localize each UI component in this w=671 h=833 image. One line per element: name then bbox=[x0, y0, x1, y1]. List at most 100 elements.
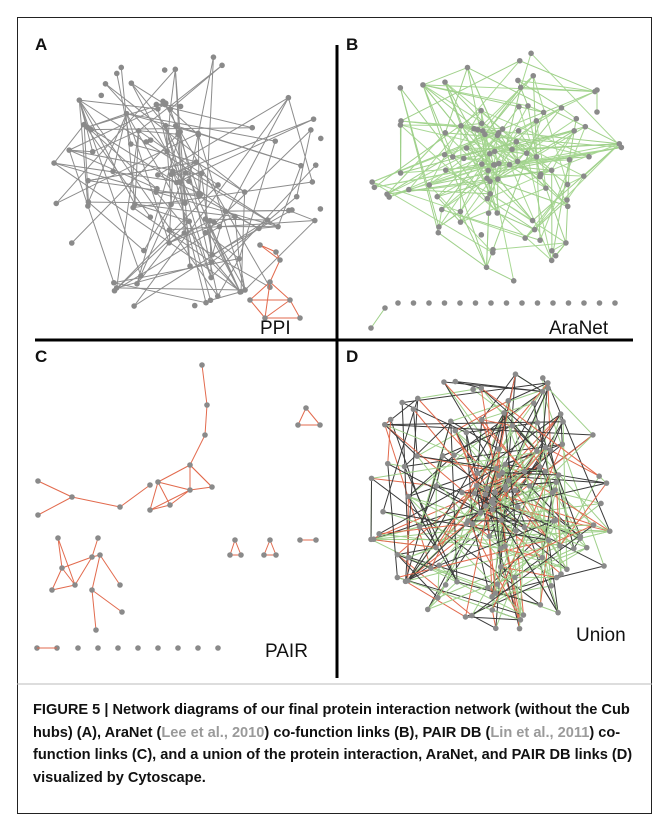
edge bbox=[149, 489, 191, 511]
edge bbox=[387, 463, 481, 514]
edge bbox=[489, 153, 547, 189]
node bbox=[470, 386, 476, 393]
edge bbox=[189, 464, 213, 488]
node bbox=[505, 397, 512, 404]
edge bbox=[174, 69, 185, 234]
edge bbox=[374, 110, 482, 188]
edge bbox=[502, 106, 520, 130]
node bbox=[202, 432, 208, 438]
edge bbox=[179, 181, 191, 267]
node bbox=[117, 504, 123, 510]
panel-name: Union bbox=[576, 625, 626, 646]
node bbox=[473, 482, 480, 489]
edge bbox=[561, 107, 577, 120]
node bbox=[491, 148, 498, 155]
node bbox=[382, 305, 388, 311]
edge bbox=[502, 472, 549, 541]
citation[interactable]: Lee et al., 2010 bbox=[161, 724, 265, 741]
node bbox=[483, 264, 490, 271]
node bbox=[154, 185, 160, 192]
edge bbox=[130, 82, 166, 126]
edge bbox=[91, 589, 97, 631]
node bbox=[522, 235, 528, 241]
node bbox=[75, 645, 81, 651]
edge bbox=[157, 481, 171, 506]
node bbox=[548, 583, 555, 589]
node bbox=[111, 279, 117, 286]
edge bbox=[542, 391, 605, 567]
edge bbox=[549, 413, 562, 451]
edge bbox=[444, 67, 468, 134]
node bbox=[564, 197, 570, 203]
edge bbox=[404, 420, 452, 467]
edge bbox=[407, 412, 505, 581]
edge bbox=[134, 203, 190, 222]
node bbox=[590, 432, 596, 438]
node bbox=[484, 175, 490, 182]
edge bbox=[157, 464, 191, 483]
node bbox=[442, 130, 449, 136]
node bbox=[487, 191, 493, 197]
edge bbox=[51, 584, 76, 591]
node bbox=[286, 207, 292, 214]
node bbox=[72, 582, 78, 588]
node bbox=[186, 178, 192, 185]
edge bbox=[520, 53, 532, 88]
node bbox=[521, 524, 528, 531]
node bbox=[603, 480, 610, 486]
node bbox=[590, 522, 597, 528]
node bbox=[581, 300, 587, 306]
node bbox=[516, 103, 522, 110]
panel-letter: C bbox=[35, 347, 47, 366]
node bbox=[485, 584, 491, 591]
citation[interactable]: Lin et al., 2011 bbox=[490, 724, 590, 741]
node bbox=[84, 124, 91, 131]
caption-text: ) co-function links (B), PAIR DB ( bbox=[264, 724, 491, 741]
node bbox=[198, 170, 205, 177]
panel-name: AraNet bbox=[549, 318, 609, 339]
node bbox=[76, 97, 83, 103]
node bbox=[203, 299, 209, 306]
edge bbox=[269, 259, 281, 283]
edge bbox=[438, 211, 461, 228]
edge bbox=[472, 523, 490, 537]
node bbox=[147, 507, 153, 513]
edge bbox=[370, 538, 524, 616]
node bbox=[277, 257, 283, 263]
edge bbox=[68, 104, 166, 151]
node bbox=[404, 577, 411, 584]
edge bbox=[259, 244, 281, 261]
node bbox=[462, 614, 469, 620]
edge bbox=[438, 232, 487, 268]
node bbox=[168, 201, 174, 208]
node bbox=[472, 300, 479, 306]
node bbox=[95, 645, 101, 651]
edge bbox=[71, 496, 121, 508]
node bbox=[130, 204, 136, 211]
panel-name: PPI bbox=[260, 318, 291, 339]
edge bbox=[382, 398, 419, 512]
node bbox=[370, 536, 377, 543]
node bbox=[469, 521, 476, 527]
node bbox=[540, 109, 547, 116]
node bbox=[209, 484, 215, 490]
edge bbox=[490, 425, 513, 502]
edge bbox=[244, 220, 316, 291]
node bbox=[273, 552, 279, 558]
edge bbox=[471, 547, 588, 616]
edge bbox=[500, 524, 594, 568]
edge bbox=[149, 504, 171, 511]
edge bbox=[401, 402, 410, 558]
node bbox=[177, 129, 183, 135]
edge bbox=[429, 164, 494, 186]
node bbox=[486, 533, 493, 540]
edge bbox=[114, 184, 219, 292]
edge bbox=[209, 220, 212, 278]
edge bbox=[539, 471, 546, 605]
edge bbox=[548, 540, 559, 613]
edge bbox=[407, 496, 409, 581]
edge bbox=[397, 576, 521, 621]
edge bbox=[225, 210, 260, 229]
edge bbox=[297, 407, 307, 426]
node bbox=[196, 190, 202, 196]
